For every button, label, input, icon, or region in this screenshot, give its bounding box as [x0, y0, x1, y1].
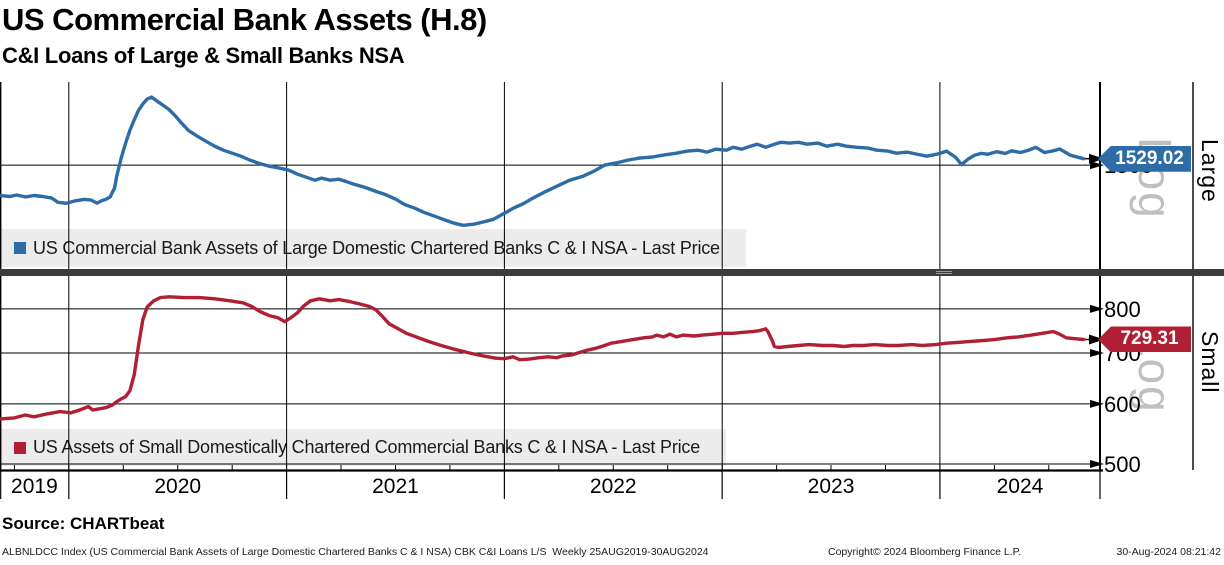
legend-swatch-large-icon [14, 242, 26, 254]
tick-arrow-icon [1090, 399, 1104, 408]
x-tick-label-year: 2020 [154, 475, 202, 498]
page-title: US Commercial Bank Assets (H.8) [2, 2, 487, 37]
x-tick-label-year: 2019 [11, 475, 58, 498]
y-tick-label-small: 800 [1104, 296, 1141, 322]
panel-splitter[interactable] [0, 269, 1224, 276]
tick-arrow-icon [1090, 304, 1104, 313]
y-tick-label-small: 600 [1104, 391, 1141, 417]
last-price-arrow-icon [1089, 153, 1104, 164]
legend-label-large: US Commercial Bank Assets of Large Domes… [33, 237, 720, 258]
source-line: Source: CHARTbeat [2, 514, 165, 533]
legend-large[interactable]: US Commercial Bank Assets of Large Domes… [0, 229, 746, 267]
last-price-badge-small: 729.31 [1098, 326, 1191, 353]
legend-swatch-small-icon [14, 441, 26, 454]
legend-label-small: US Assets of Small Domestically Chartere… [33, 437, 701, 457]
series-line-small [0, 295, 1086, 421]
x-tick-label-year: 2022 [589, 475, 637, 498]
footer-copyright: Copyright© 2024 Bloomberg Finance L.P. [828, 546, 1022, 558]
footer-ticker-info: ALBNLDCC Index (US Commercial Bank Asset… [2, 546, 709, 558]
tick-arrow-icon [1090, 460, 1104, 468]
splitter-grip-icon[interactable] [936, 271, 952, 274]
footer-timestamp: 30-Aug-2024 08:21:42 [1116, 546, 1221, 558]
x-tick-label-year: 2023 [807, 475, 855, 498]
x-tick-label-year: 2024 [996, 475, 1044, 498]
x-tick-label-year: 2021 [372, 475, 419, 498]
last-price-badge-large: 1529.02 [1098, 145, 1191, 172]
y-tick-label-small: 500 [1104, 452, 1141, 477]
page-subtitle: C&I Loans of Large & Small Banks NSA [2, 43, 405, 68]
series-line-large [0, 95, 1086, 228]
legend-small[interactable]: US Assets of Small Domestically Chartere… [0, 429, 727, 466]
tick-arrow-icon [1090, 161, 1104, 170]
panel-label-small: Small [1197, 331, 1223, 394]
last-price-arrow-icon [1089, 334, 1104, 345]
tick-arrow-icon [1090, 349, 1104, 357]
panel-label-large: Large [1197, 139, 1223, 203]
